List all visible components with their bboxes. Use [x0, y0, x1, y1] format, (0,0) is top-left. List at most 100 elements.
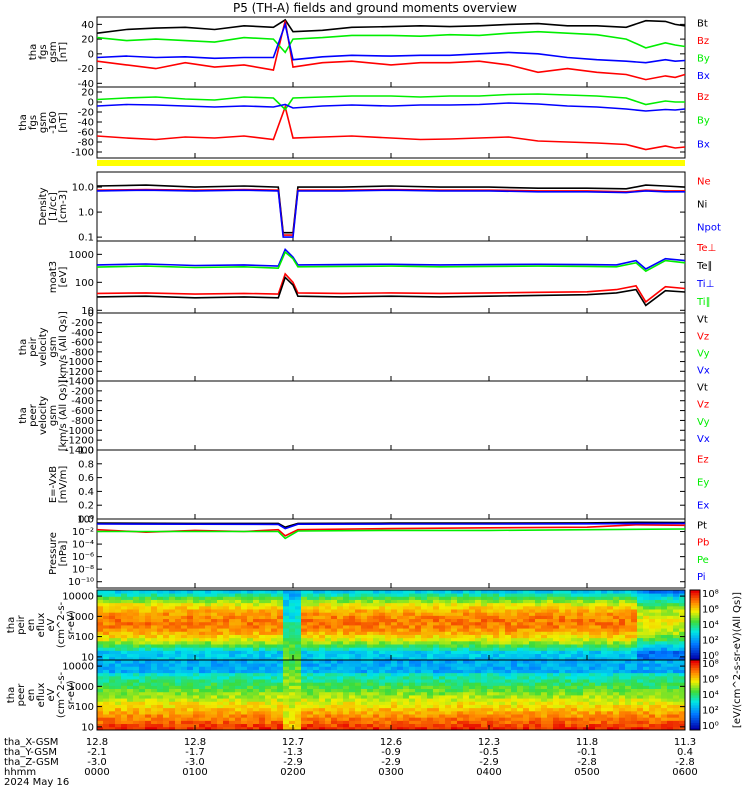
legend-entry: Pt: [697, 520, 707, 531]
spectrogram-cell: [433, 666, 440, 670]
spectrogram-cell: [109, 691, 116, 696]
spectrogram-cell: [199, 717, 206, 721]
spectrogram-cell: [511, 660, 518, 664]
spectrogram-cell: [103, 717, 110, 721]
spectrogram-cell: [193, 695, 200, 699]
spectrogram-cell: [529, 707, 536, 712]
spectrogram-cell: [553, 675, 560, 680]
spectrogram-cell: [487, 653, 494, 658]
spectrogram-cell: [199, 675, 206, 680]
spectrogram-cell: [97, 660, 104, 664]
spectrogram-cell: [649, 710, 656, 715]
spectrogram-cell: [337, 720, 344, 725]
spectrogram-cell: [313, 631, 320, 635]
spectrogram-cell: [589, 695, 596, 699]
spectrogram-cell: [499, 672, 506, 677]
spectrogram-cell: [421, 679, 428, 683]
spectrogram-cell: [331, 590, 338, 594]
spectrogram-cell: [673, 669, 680, 674]
spectrogram-cell: [643, 685, 650, 690]
spectrogram-cell: [493, 717, 500, 721]
spectrogram-cell: [583, 590, 590, 594]
spectrogram-cell: [583, 704, 590, 709]
spectrogram-cell: [619, 647, 626, 651]
spectrogram-cell: [631, 625, 638, 629]
x-tick-label: 0400: [476, 767, 501, 778]
spectrogram-cell: [307, 701, 314, 705]
spectrogram-cell: [379, 650, 386, 655]
spectrogram-cell: [139, 628, 146, 632]
legend-entry: Vt: [697, 314, 708, 325]
spectrogram-cell: [493, 647, 500, 651]
spectrogram-cell: [505, 647, 512, 651]
spectrogram-cell: [481, 710, 488, 715]
spectrogram-cell: [241, 634, 248, 639]
spectrogram-cell: [109, 672, 116, 677]
spectrogram-cell: [259, 615, 266, 620]
spectrogram-cell: [415, 599, 422, 604]
spectrogram-cell: [289, 691, 296, 696]
spectrogram-cell: [667, 726, 674, 731]
spectrogram-cell: [355, 695, 362, 699]
spectrogram-cell: [349, 679, 356, 683]
spectrogram-cell: [295, 710, 302, 715]
spectrogram-cell: [595, 599, 602, 604]
spectrogram-cell: [553, 672, 560, 677]
spectrogram-cell: [367, 653, 374, 658]
spectrogram-cell: [151, 599, 158, 604]
spectrogram-cell: [181, 675, 188, 680]
spectrogram-cell: [331, 675, 338, 680]
spectrogram-cell: [313, 628, 320, 632]
spectrogram-cell: [283, 691, 290, 696]
spectrogram-cell: [199, 679, 206, 683]
spectrogram-cell: [433, 704, 440, 709]
colorbar-segment: [690, 705, 700, 708]
spectrogram-cell: [493, 593, 500, 597]
spectrogram-cell: [157, 726, 164, 731]
spectrogram-cell: [211, 691, 218, 696]
spectrogram-cell: [457, 695, 464, 699]
spectrogram-cell: [121, 672, 128, 677]
spectrogram-cell: [361, 695, 368, 699]
spectrogram-cell: [649, 650, 656, 655]
spectrogram-cell: [481, 717, 488, 721]
spectrogram-cell: [445, 723, 452, 728]
spectrogram-cell: [511, 650, 518, 655]
spectrogram-cell: [103, 707, 110, 712]
spectrogram-cell: [259, 640, 266, 645]
spectrogram-cell: [469, 710, 476, 715]
spectrogram-cell: [271, 682, 278, 686]
spectrogram-cell: [679, 615, 686, 620]
spectrogram-cell: [511, 602, 518, 607]
spectrogram-cell: [259, 726, 266, 731]
spectrogram-cell: [265, 596, 272, 600]
spectrogram-cell: [577, 675, 584, 680]
spectrogram-cell: [493, 726, 500, 731]
spectrogram-cell: [121, 621, 128, 626]
spectrogram-cell: [577, 691, 584, 696]
spectrogram-cell: [475, 707, 482, 712]
spectrogram-cell: [205, 637, 212, 642]
spectrogram-cell: [673, 593, 680, 597]
spectrogram-cell: [547, 701, 554, 705]
spectrogram-cell: [277, 666, 284, 670]
spectrogram-cell: [115, 593, 122, 597]
spectrogram-cell: [319, 596, 326, 600]
spectrogram-cell: [487, 679, 494, 683]
spectrogram-cell: [331, 682, 338, 686]
colorbar-segment: [690, 640, 700, 643]
spectrogram-cell: [175, 704, 182, 709]
spectrogram-cell: [307, 675, 314, 680]
spectrogram-cell: [595, 637, 602, 642]
spectrogram-cell: [247, 726, 254, 731]
spectrogram-cell: [391, 593, 398, 597]
spectrogram-cell: [511, 701, 518, 705]
spectrogram-cell: [403, 726, 410, 731]
spectrogram-cell: [577, 682, 584, 686]
spectrogram-cell: [559, 634, 566, 639]
spectrogram-cell: [157, 723, 164, 728]
y-tick-label: -20: [78, 64, 94, 75]
spectrogram-cell: [355, 720, 362, 725]
spectrogram-cell: [457, 593, 464, 597]
